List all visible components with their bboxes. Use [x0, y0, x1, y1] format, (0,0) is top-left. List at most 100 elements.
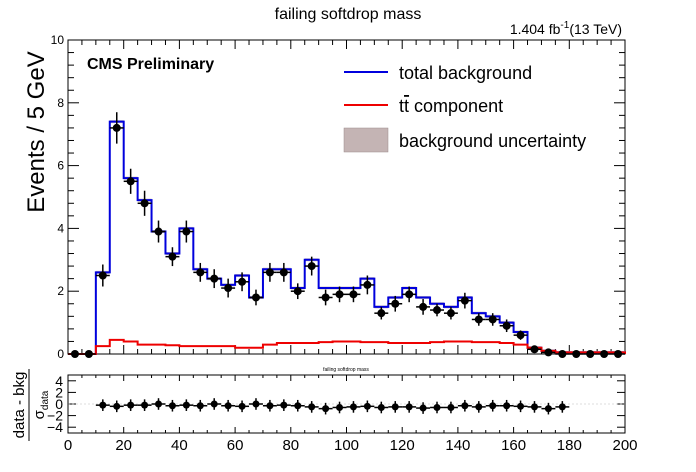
ratio-point	[207, 398, 222, 410]
ratio-point-marker	[461, 402, 469, 410]
data-point-marker	[238, 277, 247, 286]
ratio-point-marker	[196, 402, 204, 410]
data-point	[569, 350, 584, 358]
data-point	[611, 350, 625, 358]
data-point	[249, 289, 263, 306]
ratio-point-marker	[377, 403, 385, 411]
legend-label-ttbar-tbar: t	[404, 96, 409, 116]
ratio-ylabel-sub: data	[40, 390, 51, 410]
ratio-point-marker	[238, 402, 246, 410]
x-tick-label: 20	[115, 437, 132, 454]
ratio-point-marker	[155, 400, 163, 408]
ratio-point	[430, 401, 444, 414]
data-point	[151, 220, 166, 243]
ratio-point	[457, 399, 472, 412]
data-point-marker	[293, 287, 302, 296]
data-point-marker	[182, 227, 191, 236]
ratio-point	[109, 400, 124, 413]
data-point	[457, 292, 472, 309]
y-tick-label: 0	[57, 347, 64, 361]
ratio-point	[388, 401, 403, 413]
ratio-point	[513, 400, 528, 413]
data-point-marker	[279, 268, 288, 277]
ratio-points	[68, 398, 625, 415]
x-tick-label: 180	[557, 437, 582, 454]
data-point-marker	[474, 315, 483, 324]
data-point	[262, 262, 277, 282]
ratio-point	[262, 399, 277, 412]
legend-label-uncertainty: background uncertainty	[399, 131, 586, 151]
ratio-point	[541, 402, 556, 415]
ratio-point	[151, 398, 166, 410]
ratio-point-marker	[294, 402, 302, 410]
ratio-point-marker	[336, 403, 344, 411]
data-point-marker	[84, 350, 93, 358]
data-point-marker	[321, 293, 330, 302]
data-point-marker	[265, 268, 274, 277]
data-point	[235, 272, 250, 292]
data-point	[527, 345, 542, 354]
data-point-marker	[516, 331, 525, 340]
data-point	[541, 348, 556, 357]
ratio-point-marker	[544, 405, 552, 413]
ratio-point-marker	[127, 401, 135, 409]
ratio-point-marker	[349, 403, 357, 411]
data-point-marker	[488, 315, 497, 324]
data-point	[583, 350, 598, 358]
ratio-y-tick-label: −2	[47, 408, 63, 424]
data-point-marker	[335, 290, 344, 299]
main-frame	[67, 39, 626, 355]
ratio-point	[276, 399, 291, 411]
x-tick-label: 120	[390, 437, 415, 454]
ratio-point-marker	[433, 403, 441, 411]
data-point-marker	[419, 302, 428, 311]
ratio-point-marker	[447, 403, 455, 411]
x-tick-label: 80	[282, 437, 299, 454]
data-point-marker	[70, 350, 79, 358]
ratio-point-marker	[113, 402, 121, 410]
data-point	[555, 350, 570, 358]
data-point-marker	[363, 280, 372, 289]
data-point	[68, 350, 82, 358]
x-tick-label: 160	[501, 437, 526, 454]
data-point-marker	[544, 348, 553, 357]
ratio-point	[360, 400, 375, 413]
data-point	[137, 190, 152, 216]
ratio-y-axis-label: data - bkg σdata	[11, 369, 51, 441]
data-point	[416, 299, 431, 315]
data-point-marker	[558, 350, 567, 358]
ratio-point-marker	[308, 403, 316, 411]
ratio-y-tick-label: −4	[47, 419, 63, 435]
ratio-point-marker	[322, 405, 330, 413]
x-tick-label: 200	[612, 437, 637, 454]
lumi-exponent: -1	[560, 20, 569, 31]
ratio-point	[416, 402, 431, 414]
data-point	[109, 112, 124, 144]
data-point-marker	[502, 321, 511, 330]
ratio-point	[95, 399, 110, 411]
legend: total background tt component background…	[343, 63, 586, 153]
ratio-point	[290, 399, 305, 412]
x-tick-label: 40	[171, 437, 188, 454]
data-point	[179, 220, 194, 243]
data-point-marker	[126, 177, 135, 186]
data-point-marker	[196, 268, 205, 277]
data-point-marker	[600, 350, 609, 358]
ratio-title: failing softdrop mass	[323, 367, 369, 373]
ratio-point	[346, 401, 361, 413]
data-point-marker	[154, 227, 163, 236]
data-points	[68, 112, 625, 358]
legend-label-total-background: total background	[399, 63, 532, 83]
ratio-point-marker	[517, 402, 525, 410]
cms-label: CMS Preliminary	[87, 56, 214, 73]
data-point	[221, 278, 236, 298]
data-point	[443, 306, 458, 320]
x-tick-label: 140	[445, 437, 470, 454]
lumi-label: 1.404 fb-1(13 TeV)	[510, 20, 622, 37]
ratio-point	[249, 398, 263, 410]
data-point	[165, 247, 180, 267]
ratio-point	[165, 399, 180, 412]
ratio-point	[137, 399, 152, 411]
legend-label-ttbar: tt component	[399, 96, 503, 116]
ratio-y-tick-label: 2	[55, 384, 63, 400]
